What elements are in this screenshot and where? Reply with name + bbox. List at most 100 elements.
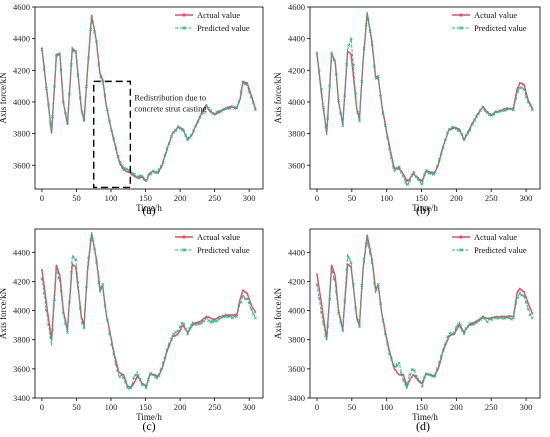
actual-point [471,321,474,324]
predicted-point [464,326,468,330]
predicted-point [159,367,163,371]
predicted-point [362,257,366,261]
actual-point [115,148,117,150]
predicted-point [144,178,148,182]
actual-point [428,170,431,173]
actual-point [503,107,506,110]
predicted-point [385,341,389,345]
legend-predicted-label: Predicted value [197,23,250,33]
y-tick-label: 4000 [288,306,305,316]
predicted-point [253,316,257,320]
y-tick-label: 4600 [13,2,30,12]
predicted-point [450,332,454,336]
predicted-point [337,312,341,315]
predicted-point [404,383,408,387]
predicted-point [249,307,253,311]
predicted-point [381,112,385,116]
predicted-point [345,268,349,272]
actual-point [384,123,387,126]
actual-point [375,75,378,78]
y-tick-label: 3400 [288,393,305,403]
predicted-point [132,376,136,380]
predicted-point [243,82,247,86]
actual-point [527,302,530,305]
predicted-point [217,109,221,113]
predicted-point [454,127,458,131]
predicted-point [82,117,86,121]
x-tick-label: 50 [348,193,357,203]
predicted-point [399,170,403,174]
annotation-text: Redistribution due to [134,92,206,102]
predicted-point [498,316,502,320]
predicted-point [204,104,208,108]
predicted-point [370,43,374,47]
predicted-point [339,321,343,325]
actual-point [250,303,253,306]
actual-point [501,315,504,318]
actual-point [62,309,65,312]
predicted-point [110,129,114,133]
predicted-point [53,298,56,302]
predicted-point [67,92,71,96]
predicted-point [528,313,532,317]
actual-point [201,319,203,322]
predicted-point [74,258,78,262]
predicted-point [44,308,48,312]
actual-point [205,315,208,318]
predicted-point [412,171,416,174]
predicted-point [496,110,500,114]
predicted-point [194,323,198,326]
predicted-point [443,138,447,142]
x-tick-label: 0 [40,193,44,203]
panel-caption: (a) [142,203,155,217]
predicted-point [507,316,511,320]
predicted-point [114,362,118,366]
predicted-point [53,84,56,88]
actual-point [218,316,220,318]
actual-point [333,271,335,273]
predicted-point [522,294,526,298]
predicted-point [452,126,456,130]
predicted-point [224,314,228,318]
predicted-point [328,84,332,88]
x-axis-label: Time/h [412,412,438,422]
actual-point [347,263,350,266]
predicted-point [99,287,103,291]
predicted-point [155,171,159,174]
predicted-point [388,352,391,356]
actual-point [231,314,234,316]
predicted-point [224,107,228,111]
actual-point [322,317,325,320]
predicted-point [452,330,456,334]
actual-point [448,334,451,337]
predicted-point [374,288,378,292]
predicted-point [512,108,515,112]
y-tick-label: 4200 [13,276,30,286]
legend-actual-label: Actual value [474,232,517,242]
x-tick-label: 100 [105,402,118,412]
predicted-point [128,386,132,390]
predicted-point [489,113,493,117]
actual-point [133,175,136,178]
predicted-point [474,115,478,119]
x-tick-label: 100 [105,193,118,203]
predicted-point [161,161,165,165]
predicted-point [136,373,140,377]
predicted-point [211,111,215,115]
actual-point [55,53,58,56]
actual-point [199,320,201,323]
y-tick-label: 4200 [288,65,305,75]
predicted-point [385,135,389,139]
predicted-point [124,380,127,384]
predicted-point [97,281,101,285]
actual-point [246,82,249,84]
actual-point [179,329,181,332]
actual-point [213,318,216,321]
predicted-point [209,109,213,112]
y-tick-label: 3600 [288,364,305,374]
actual-point [244,291,246,293]
predicted-point [528,103,532,107]
actual-point [518,82,521,84]
predicted-point [487,113,491,117]
predicted-point [97,63,101,67]
